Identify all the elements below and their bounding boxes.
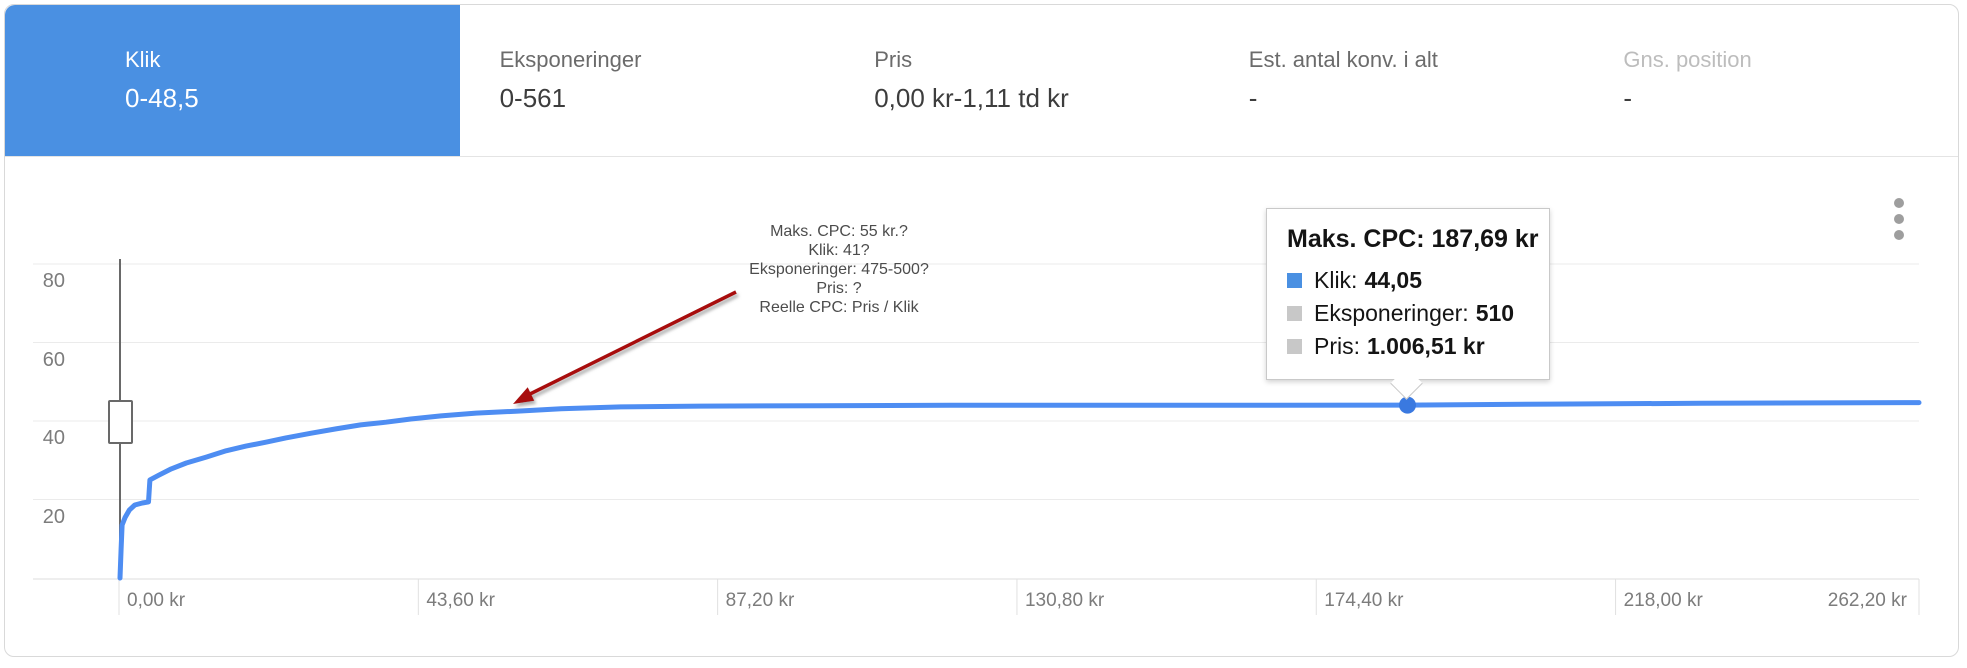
tab-pris-label: Pris	[874, 47, 913, 72]
tooltip-row-pris: Pris: 1.006,51 kr	[1287, 330, 1533, 363]
eksponeringer-series-swatch	[1287, 306, 1302, 321]
tab-klik-value: 0-48,5	[125, 83, 199, 113]
annotation-arrow	[513, 290, 737, 404]
tab-eksponeringer[interactable]: Eksponeringer 0-561	[460, 5, 835, 156]
selected-point-marker[interactable]	[1398, 396, 1416, 414]
klik-series-swatch	[1287, 273, 1302, 288]
chart-annotation: Maks. CPC: 55 kr.? Klik: 41? Eksponering…	[584, 222, 1094, 317]
tab-klik-label: Klik	[125, 47, 161, 72]
tab-eksponeringer-label: Eksponeringer	[499, 47, 642, 72]
tooltip-row-eksponeringer: Eksponeringer: 510	[1287, 297, 1533, 330]
tab-klik[interactable]: Klik 0-48,5	[5, 5, 460, 156]
x-axis-tick-label: 43,60 kr	[426, 590, 495, 611]
x-axis-tick-label: 130,80 kr	[1024, 590, 1105, 611]
kebab-menu-icon	[1894, 198, 1904, 208]
annotation-line: Maks. CPC: 55 kr.?	[770, 223, 908, 240]
x-axis-tick-label: 262,20 kr	[1827, 590, 1907, 611]
tab-gns-position-value: -	[1623, 83, 1633, 113]
bid-simulator-card: Klik 0-48,5 Eksponeringer 0-561 Pris 0,0…	[4, 4, 1959, 657]
tooltip-row-klik: Klik: 44,05	[1287, 264, 1533, 297]
annotation-line: Pris: ?	[816, 280, 862, 297]
x-axis-tick-label: 0,00 kr	[127, 590, 186, 611]
tooltip-row-value: 510	[1475, 300, 1515, 326]
klik-curve	[117, 400, 1922, 581]
tab-pris[interactable]: Pris 0,00 kr-1,11 td kr	[834, 5, 1209, 156]
x-axis-tick-label: 218,00 kr	[1623, 590, 1703, 611]
kebab-menu-icon	[1894, 230, 1904, 240]
bid-landscape-chart[interactable]: 20 40 60 80 0,00 kr 43,60 kr 87,20 kr 130,80 kr…	[5, 157, 1960, 657]
annotation-line: Klik: 41?	[808, 242, 870, 259]
y-axis-tick-label: 80	[42, 270, 65, 292]
tooltip-row-value: 44,05	[1364, 267, 1423, 293]
annotation-line: Eksponeringer: 475-500?	[749, 261, 929, 278]
y-axis-tick-label: 60	[42, 348, 65, 371]
tooltip-title: Maks. CPC: 187,69 kr	[1287, 225, 1539, 253]
tab-gns-position[interactable]: Gns. position -	[1583, 5, 1958, 156]
tab-est-antal-konv-value: -	[1248, 83, 1258, 113]
tab-eksponeringer-value: 0-561	[499, 83, 567, 113]
bid-slider-handle[interactable]	[108, 400, 133, 444]
tooltip-row-label: Pris:	[1314, 333, 1360, 359]
kebab-menu-icon	[1894, 214, 1904, 224]
tooltip-row-value: 1.006,51 kr	[1367, 333, 1485, 359]
tab-est-antal-konv[interactable]: Est. antal konv. i alt -	[1209, 5, 1584, 156]
tab-est-antal-konv-label: Est. antal konv. i alt	[1248, 47, 1438, 72]
x-axis-tick-label: 87,20 kr	[725, 590, 795, 611]
tab-gns-position-label: Gns. position	[1623, 47, 1752, 72]
x-axis-tick-label: 174,40 kr	[1324, 590, 1404, 611]
tab-pris-value: 0,00 kr-1,11 td kr	[874, 83, 1069, 113]
y-axis-tick-label: 40	[42, 427, 65, 449]
metric-tabs: Klik 0-48,5 Eksponeringer 0-561 Pris 0,0…	[5, 5, 1958, 157]
pris-series-swatch	[1287, 339, 1302, 354]
y-axis-tick-label: 20	[42, 505, 65, 528]
tooltip-row-label: Eksponeringer:	[1314, 300, 1469, 326]
tooltip-row-label: Klik:	[1314, 267, 1358, 293]
annotation-line: Reelle CPC: Pris / Klik	[759, 299, 919, 316]
chart-options-menu-button[interactable]	[1894, 198, 1906, 246]
point-tooltip: Maks. CPC: 187,69 kr Klik: 44,05 Ekspone…	[1266, 208, 1550, 380]
